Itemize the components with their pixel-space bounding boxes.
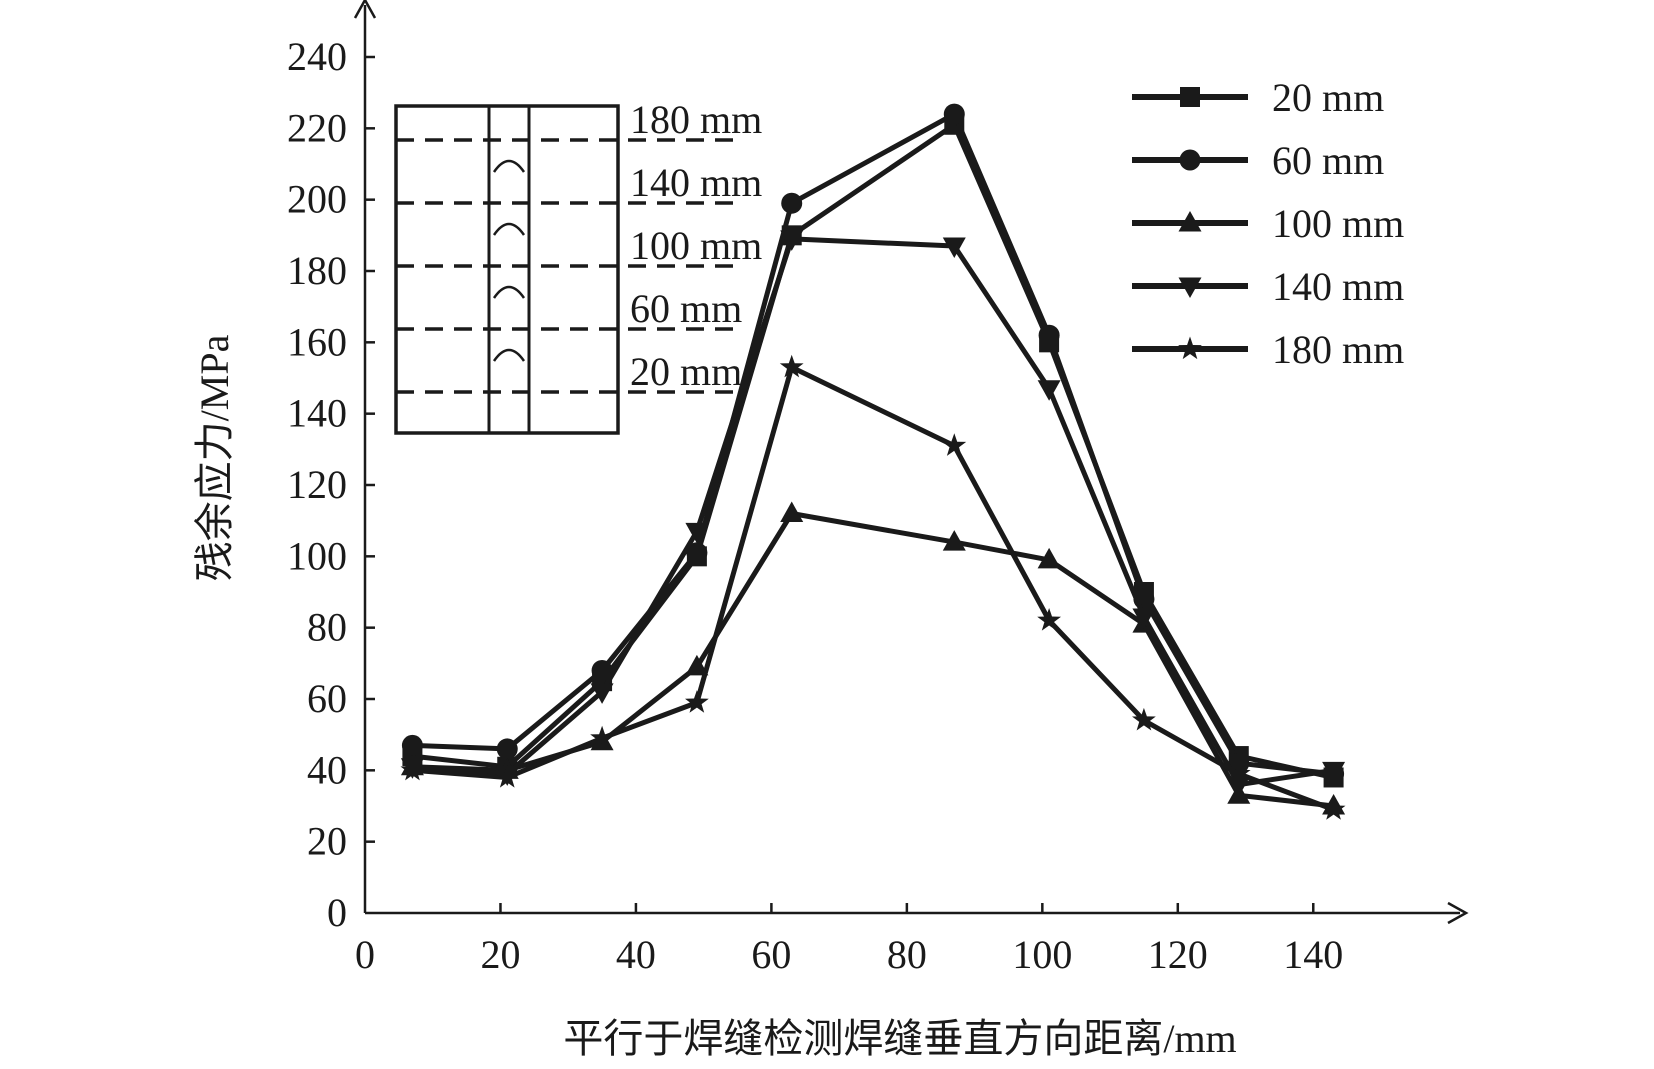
series-line bbox=[412, 111, 1334, 777]
legend-label: 20 mm bbox=[1272, 75, 1384, 120]
y-axis-arrow bbox=[353, 0, 377, 19]
data-point-triangle-down bbox=[1132, 608, 1156, 629]
weld-ripple bbox=[492, 285, 526, 299]
inset-label: 60 mm bbox=[630, 286, 742, 331]
x-ticks-group: 0 20 40 60 80 100 120 140 bbox=[355, 903, 1343, 977]
y-tick-label: 160 bbox=[287, 319, 347, 364]
data-point-circle bbox=[496, 738, 518, 760]
y-tick-label: 80 bbox=[307, 605, 347, 650]
legend-item: 100 mm bbox=[1132, 201, 1404, 246]
y-tick-label: 100 bbox=[287, 533, 347, 578]
x-tick-label: 40 bbox=[616, 932, 656, 977]
inset-plate bbox=[394, 104, 620, 435]
series-140-mm bbox=[400, 230, 1346, 797]
data-point-circle bbox=[591, 659, 613, 681]
data-point-star bbox=[1132, 707, 1156, 731]
data-point-triangle-up bbox=[685, 654, 709, 676]
x-tick-label: 140 bbox=[1283, 932, 1343, 977]
data-point-star bbox=[495, 765, 520, 788]
legend-item: 180 mm bbox=[1132, 327, 1404, 372]
inset-label: 100 mm bbox=[630, 223, 762, 268]
data-point-square bbox=[1180, 87, 1200, 107]
y-tick-label: 120 bbox=[287, 462, 347, 507]
legend-label: 60 mm bbox=[1272, 138, 1384, 183]
y-tick-label: 40 bbox=[307, 747, 347, 792]
x-tick-label: 100 bbox=[1012, 932, 1072, 977]
legend-item: 140 mm bbox=[1132, 264, 1404, 309]
data-point-triangle-up bbox=[942, 530, 966, 551]
data-point-triangle-up bbox=[1178, 211, 1202, 232]
legend-label: 100 mm bbox=[1272, 201, 1404, 246]
y-tick-label: 140 bbox=[287, 391, 347, 436]
data-point-star bbox=[779, 354, 804, 378]
data-point-triangle-down bbox=[685, 522, 709, 544]
weld-ripple bbox=[492, 159, 526, 173]
x-tick-label: 0 bbox=[355, 932, 375, 977]
legend-label: 140 mm bbox=[1272, 264, 1404, 309]
series-100-mm bbox=[400, 501, 1346, 815]
data-point-triangle-down bbox=[942, 237, 966, 259]
series-line bbox=[412, 236, 1334, 788]
data-point-triangle-up bbox=[780, 501, 804, 523]
data-point-triangle-down bbox=[590, 683, 614, 704]
y-tick-label: 240 bbox=[287, 34, 347, 79]
data-point-triangle-down bbox=[780, 230, 804, 251]
y-axis-title: 残余应力/MPa bbox=[192, 334, 237, 581]
x-tick-label: 20 bbox=[480, 932, 520, 977]
series-line bbox=[412, 364, 1335, 812]
series-180-mm bbox=[400, 354, 1346, 820]
data-point-star bbox=[942, 433, 967, 456]
legend-item: 60 mm bbox=[1132, 138, 1384, 183]
data-point-triangle-down bbox=[1322, 761, 1346, 783]
weld-schematic-inset: 180 mm 140 mm 100 mm 60 mm 20 mm bbox=[394, 97, 762, 435]
x-tick-label: 60 bbox=[751, 932, 791, 977]
data-point-star bbox=[590, 725, 614, 749]
data-point-triangle-down bbox=[1037, 380, 1061, 401]
data-point-star bbox=[1178, 336, 1202, 360]
data-point-circle bbox=[1038, 324, 1060, 346]
y-tick-label: 180 bbox=[287, 248, 347, 293]
axes-group bbox=[353, 0, 1469, 925]
x-axis-arrow bbox=[1447, 901, 1469, 925]
x-tick-label: 120 bbox=[1148, 932, 1208, 977]
data-point-circle bbox=[401, 734, 423, 756]
weld-ripple bbox=[492, 222, 526, 236]
y-ticks-group: 0 20 40 60 80 100 120 140 160 180 200 220 240 bbox=[287, 34, 375, 935]
weld-ripple bbox=[492, 348, 526, 362]
y-tick-label: 20 bbox=[307, 819, 347, 864]
series-line bbox=[412, 122, 1335, 780]
legend-label: 180 mm bbox=[1272, 327, 1404, 372]
x-tick-label: 80 bbox=[887, 932, 927, 977]
y-tick-label: 200 bbox=[287, 177, 347, 222]
legend-item: 20 mm bbox=[1132, 75, 1384, 120]
data-point-star bbox=[1037, 608, 1061, 631]
data-point-star bbox=[400, 757, 425, 781]
y-tick-label: 220 bbox=[287, 105, 347, 150]
y-tick-label: 0 bbox=[327, 890, 347, 935]
inset-label: 20 mm bbox=[630, 349, 742, 394]
data-point-circle bbox=[1179, 149, 1201, 171]
data-point-circle bbox=[943, 103, 965, 125]
data-point-circle bbox=[686, 542, 708, 564]
x-axis-title: 平行于焊缝检测焊缝垂直方向距离/mm bbox=[563, 1016, 1236, 1061]
legend: 20 mm 60 mm 100 mm 140 mm 180 mm bbox=[1132, 75, 1404, 372]
data-point-triangle-down bbox=[1178, 277, 1202, 298]
series-group bbox=[400, 103, 1346, 820]
inset-label: 140 mm bbox=[630, 160, 762, 205]
data-point-star bbox=[1226, 761, 1251, 784]
inset-label: 180 mm bbox=[630, 97, 762, 142]
y-tick-label: 60 bbox=[307, 676, 347, 721]
data-point-circle bbox=[781, 192, 803, 214]
data-point-star bbox=[685, 690, 709, 713]
data-point-star bbox=[1321, 797, 1346, 820]
data-point-triangle-up bbox=[1037, 547, 1061, 569]
